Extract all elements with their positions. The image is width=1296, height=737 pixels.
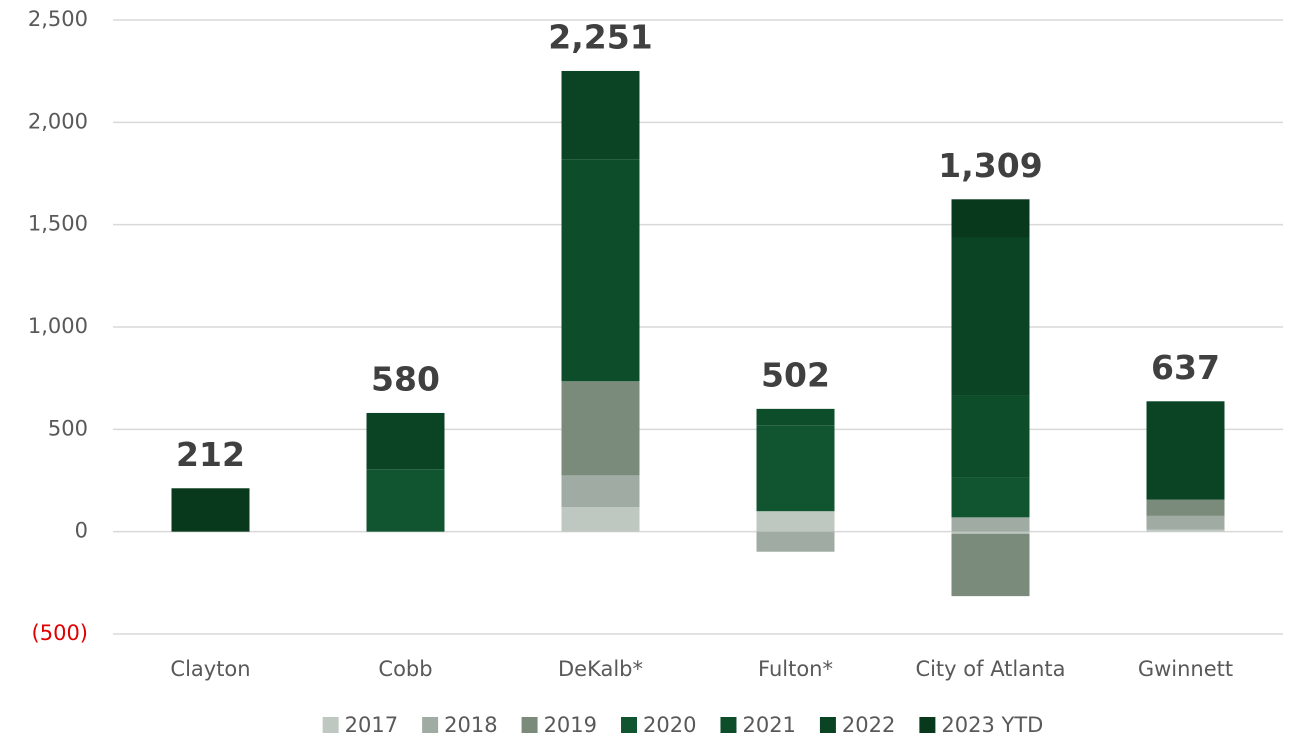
y-tick-label: 1,000 — [28, 314, 88, 338]
total-label: 212 — [176, 435, 245, 474]
y-tick-label: 0 — [75, 519, 88, 543]
bar-segment — [1146, 515, 1225, 530]
x-tick-label: Cobb — [378, 657, 432, 681]
y-tick-label: 500 — [48, 416, 88, 440]
legend-swatch — [720, 717, 737, 733]
bar-segment — [366, 412, 445, 470]
legend-label: 2019 — [544, 713, 597, 737]
legend-swatch — [322, 717, 339, 733]
bar-segment — [366, 469, 445, 532]
total-label: 1,309 — [938, 146, 1042, 185]
bar-segment — [951, 533, 1030, 597]
y-tick-label: 2,000 — [28, 109, 88, 133]
bar-segment — [756, 531, 835, 552]
bar-segment — [951, 531, 1030, 534]
y-tick-label: (500) — [32, 621, 88, 645]
total-label: 580 — [371, 359, 440, 398]
bar-segment — [951, 395, 1030, 478]
legend-label: 2023 YTD — [941, 713, 1043, 737]
x-tick-label: DeKalb* — [558, 657, 643, 681]
bar-segment — [1146, 499, 1225, 516]
total-label: 2,251 — [548, 17, 652, 56]
total-label: 637 — [1151, 348, 1220, 387]
legend-label: 2021 — [742, 713, 795, 737]
bar-segment — [561, 475, 640, 508]
legend-label: 2018 — [444, 713, 497, 737]
bar-segment — [561, 381, 640, 476]
legend-label: 2022 — [842, 713, 895, 737]
legend-swatch — [422, 717, 439, 733]
total-label: 502 — [761, 355, 830, 394]
y-tick-label: 1,500 — [28, 212, 88, 236]
legend-label: 2017 — [345, 713, 398, 737]
y-tick-label: 2,500 — [28, 7, 88, 31]
x-tick-label: Clayton — [170, 657, 250, 681]
bar-segment — [171, 488, 250, 532]
bar-segment — [561, 507, 640, 532]
bar-segment — [561, 70, 640, 160]
legend-swatch — [919, 717, 936, 733]
bar-segment — [951, 517, 1030, 532]
x-tick-label: Fulton* — [758, 657, 833, 681]
bar-segment — [951, 199, 1030, 238]
bar-segment — [561, 159, 640, 382]
bar-segment — [756, 511, 835, 532]
x-tick-label: Gwinnett — [1138, 657, 1233, 681]
legend-label: 2020 — [643, 713, 696, 737]
legend-swatch — [521, 717, 538, 733]
bar-segment — [756, 425, 835, 512]
bar-segment — [756, 408, 835, 426]
legend-swatch — [819, 717, 836, 733]
bar-segment — [1146, 529, 1225, 532]
bar-segment — [951, 237, 1030, 396]
x-tick-label: City of Atlanta — [915, 657, 1065, 681]
bar-segment — [1146, 401, 1225, 500]
bar-segment — [951, 477, 1030, 518]
legend-swatch — [621, 717, 638, 733]
